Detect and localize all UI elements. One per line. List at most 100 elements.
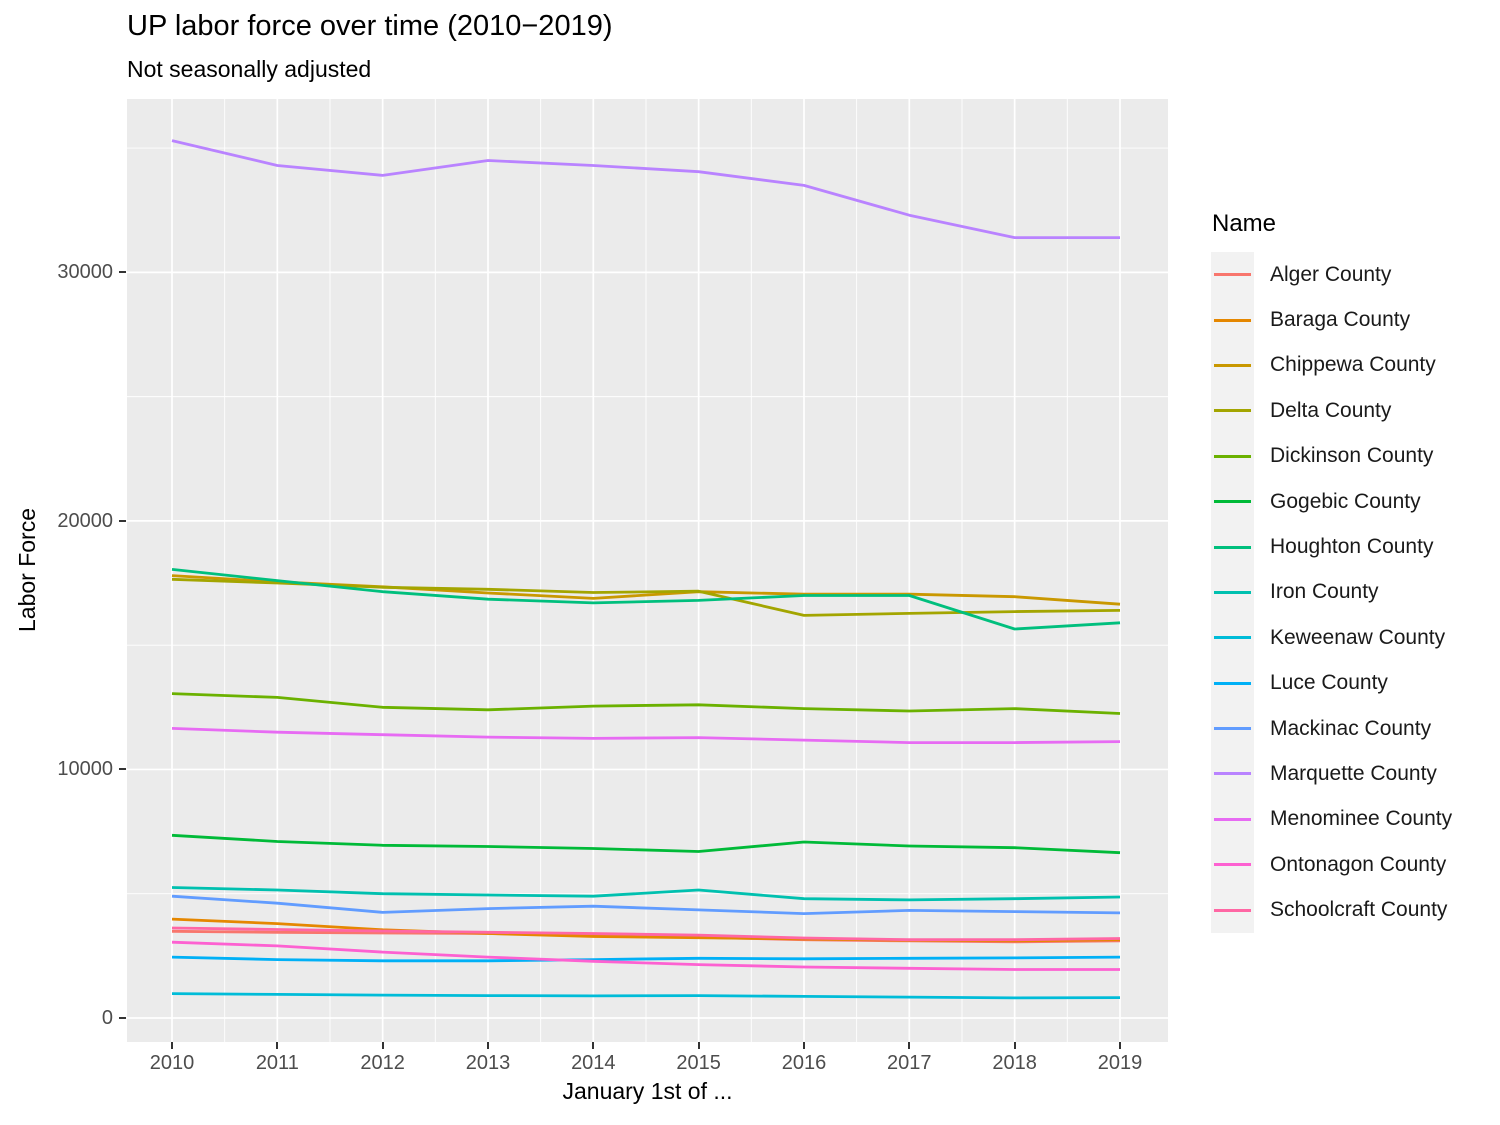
x-tick-mark <box>1013 1042 1016 1049</box>
y-tick-label: 0 <box>101 1007 113 1029</box>
y-tick-label: 10000 <box>57 758 113 781</box>
panel-background <box>127 99 1168 1042</box>
x-tick-label: 2019 <box>1097 1052 1143 1074</box>
line-keweenaw-county <box>171 992 1121 1000</box>
y-axis-title: Labor Force <box>10 99 44 1042</box>
chart-subtitle: Not seasonally adjusted <box>127 56 372 82</box>
legend-item-label: Marquette County <box>1270 761 1437 785</box>
plot-svg <box>127 99 1168 1042</box>
legend-key-line <box>1214 545 1251 549</box>
legend-key <box>1211 615 1254 661</box>
legend-item-label: Iron County <box>1270 580 1379 604</box>
legend-key-line <box>1214 681 1251 685</box>
line-schoolcraft-county <box>171 926 1121 942</box>
x-tick-label: 2012 <box>360 1052 405 1074</box>
legend-item-label: Baraga County <box>1270 308 1411 332</box>
line-gogebic-county <box>171 833 1121 855</box>
legend-key <box>1211 705 1254 752</box>
legend-item-label: Gogebic County <box>1270 489 1421 513</box>
legend-key-line <box>1214 908 1251 912</box>
legend-title: Name <box>1212 210 1277 237</box>
legend-item-marquette-county: Marquette County <box>1211 751 1452 797</box>
legend-item-label: Menominee County <box>1270 807 1453 831</box>
x-tick-mark <box>171 1042 173 1049</box>
line-mackinac-county <box>171 894 1121 915</box>
y-tick-label: 20000 <box>57 509 113 532</box>
legend-item-label: Luce County <box>1270 671 1388 695</box>
legend-key <box>1211 569 1254 616</box>
x-tick-mark <box>276 1042 279 1049</box>
line-houghton-county <box>171 568 1121 631</box>
legend-item-iron-county: Iron County <box>1211 569 1452 616</box>
x-tick-label: 2018 <box>992 1052 1037 1074</box>
x-tick-mark <box>697 1042 700 1049</box>
legend-key-line <box>1214 454 1251 458</box>
legend-key-line <box>1214 772 1251 776</box>
legend-key <box>1211 478 1254 525</box>
line-ontonagon-county <box>171 940 1120 971</box>
legend-item-label: Schoolcraft County <box>1270 898 1448 922</box>
legend-item-chippewa-county: Chippewa County <box>1211 342 1452 389</box>
legend-key <box>1211 252 1254 298</box>
x-tick-mark <box>908 1042 911 1049</box>
x-tick-label: 2014 <box>571 1052 616 1074</box>
legend-item-gogebic-county: Gogebic County <box>1211 478 1452 525</box>
legend-item-menominee-county: Menominee County <box>1211 796 1453 843</box>
legend-key <box>1211 751 1254 797</box>
legend-item-delta-county: Delta County <box>1211 388 1452 434</box>
legend-item-label: Keweenaw County <box>1270 625 1446 649</box>
x-tick-mark <box>592 1042 595 1049</box>
plot-panel <box>127 99 1168 1042</box>
legend-key <box>1211 342 1254 389</box>
legend: Alger County Baraga County Chippewa County… <box>1211 252 1452 933</box>
legend-item-label: Mackinac County <box>1270 716 1432 740</box>
legend-key <box>1211 887 1254 933</box>
legend-item-dickinson-county: Dickinson County <box>1211 433 1452 479</box>
legend-key-line <box>1214 863 1251 867</box>
line-menominee-county <box>171 727 1121 744</box>
x-tick-label: 2015 <box>676 1052 721 1074</box>
legend-key-line <box>1214 636 1251 640</box>
x-tick-label: 2017 <box>887 1052 932 1074</box>
legend-key-line <box>1214 817 1251 821</box>
legend-item-houghton-county: Houghton County <box>1211 524 1452 570</box>
legend-key-line <box>1214 409 1251 413</box>
y-tick-mark <box>119 768 126 771</box>
x-tick-label: 2016 <box>781 1052 827 1074</box>
legend-item-label: Houghton County <box>1270 535 1434 559</box>
y-tick-label: 30000 <box>57 261 113 284</box>
legend-key-line <box>1214 500 1251 504</box>
legend-key-line <box>1214 273 1251 277</box>
x-tick-mark <box>486 1042 489 1049</box>
line-dickinson-county <box>171 692 1121 715</box>
x-axis-title: January 1st of ... <box>562 1078 733 1104</box>
legend-key-line <box>1214 363 1251 367</box>
line-luce-county <box>171 955 1121 963</box>
legend-key <box>1211 433 1254 479</box>
y-tick-mark <box>119 271 126 274</box>
legend-key <box>1211 297 1254 343</box>
legend-key-line <box>1214 590 1251 594</box>
chart-title: UP labor force over time (2010−2019) <box>127 10 613 42</box>
legend-item-ontonagon-county: Ontonagon County <box>1211 842 1452 888</box>
x-tick-label: 2013 <box>465 1052 511 1074</box>
legend-item-label: Alger County <box>1270 262 1392 286</box>
legend-key <box>1211 660 1254 706</box>
line-iron-county <box>171 886 1121 902</box>
legend-item-label: Chippewa County <box>1270 353 1436 377</box>
line-marquette-county <box>171 139 1120 240</box>
legend-item-baraga-county: Baraga County <box>1211 297 1452 343</box>
x-tick-mark <box>802 1042 805 1049</box>
legend-item-mackinac-county: Mackinac County <box>1211 705 1452 752</box>
legend-item-alger-county: Alger County <box>1211 252 1452 298</box>
x-tick-mark <box>1118 1042 1121 1049</box>
legend-item-keweenaw-county: Keweenaw County <box>1211 615 1452 661</box>
legend-key <box>1211 524 1254 570</box>
legend-item-schoolcraft-county: Schoolcraft County <box>1211 887 1452 933</box>
legend-key <box>1211 388 1254 434</box>
legend-key <box>1211 796 1254 843</box>
legend-item-label: Ontonagon County <box>1270 852 1447 876</box>
legend-item-label: Dickinson County <box>1270 444 1434 468</box>
legend-item-luce-county: Luce County <box>1211 660 1452 706</box>
